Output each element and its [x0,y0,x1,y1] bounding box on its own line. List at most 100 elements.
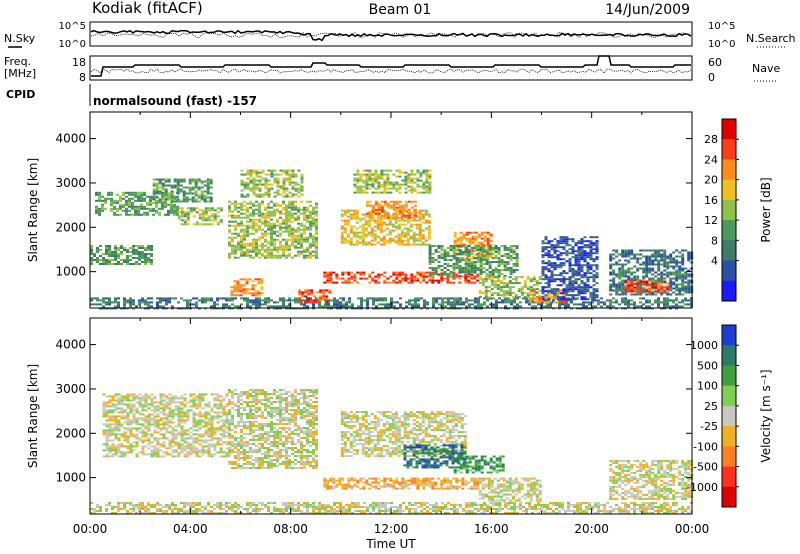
power-cell [675,269,679,272]
power-cell [377,173,381,176]
power-cell [149,203,152,206]
power-cell [361,231,365,234]
power-cell [105,249,108,251]
power-cell [562,292,566,295]
power-cell [306,305,309,308]
power-cell [615,291,619,294]
power-cell [291,171,295,174]
power-cell [362,173,366,176]
power-cell [559,301,562,304]
velocity-cell [153,506,156,508]
velocity-cell [201,512,204,514]
power-cell [532,292,536,295]
power-cell [98,193,101,196]
power-cell [490,280,494,283]
power-cell [374,175,378,178]
power-cell [359,187,363,190]
power-cell [434,279,438,282]
power-cell [585,305,588,308]
power-cell [366,305,369,308]
velocity-cell [147,508,150,510]
velocity-cell [447,502,450,504]
power-cell [195,303,198,306]
power-cell [267,216,270,219]
power-cell [258,236,261,239]
power-cell [132,251,135,253]
power-cell [273,224,276,227]
power-cell [571,246,575,249]
power-cell [261,193,265,196]
power-cell [392,185,396,188]
power-cell [565,294,569,297]
power-cell [161,191,164,194]
power-cell [95,207,98,210]
power-cell [270,230,273,233]
power-cell [258,202,261,205]
power-cell [397,243,401,246]
power-cell [300,242,303,245]
power-cell [484,292,488,295]
power-cell [404,177,408,180]
power-cell [523,282,527,285]
power-cell [282,171,286,174]
power-cell [446,277,450,280]
power-cell [415,211,419,214]
power-cell [176,200,180,203]
power-cell [258,193,262,196]
power-cell [657,269,661,272]
power-cell [243,232,246,235]
power-cell [255,187,259,190]
power-cell [132,257,135,259]
power-cell [423,305,426,308]
power-cell [636,257,640,260]
power-cell [356,271,360,274]
power-cell [428,251,432,253]
velocity-cell [117,502,120,504]
power-cell [636,280,640,283]
power-cell [155,209,158,212]
power-cell [484,280,488,283]
velocity-cell [132,508,135,510]
power-cell [416,271,420,274]
power-cell [630,282,634,285]
power-cell [120,263,123,265]
power-cell [609,271,613,274]
power-cell [639,257,643,260]
power-cell [155,190,159,193]
power-cell [251,292,255,295]
power-cell [486,257,490,260]
power-cell [291,234,294,237]
power-cell [252,238,255,241]
power-cell [219,297,222,300]
power-cell [468,241,472,244]
velocity-cell [450,504,453,506]
power-cell [90,263,93,265]
power-cell [669,259,673,262]
power-cell [446,275,450,277]
power-cell [568,238,572,241]
power-cell [476,245,480,247]
power-cell [326,281,330,284]
power-cell [541,260,545,263]
power-cell [642,275,646,278]
power-cell [123,259,126,261]
power-cell [377,204,381,207]
power-cell [191,196,195,199]
power-cell [285,195,289,198]
power-cell [365,185,369,188]
power-cell [186,299,189,302]
power-cell [246,210,249,213]
power-cell [415,225,419,228]
power-cell [182,180,186,183]
velocity-cell [384,510,387,512]
power-cell [473,271,477,273]
velocity-cell [360,506,363,508]
velocity-cell [396,506,399,508]
power-cell [440,275,444,278]
power-cell [204,297,207,300]
power-cell [416,183,420,186]
power-cell [161,178,165,181]
power-cell [365,204,369,207]
power-cell [376,217,380,220]
power-cell [255,303,258,306]
